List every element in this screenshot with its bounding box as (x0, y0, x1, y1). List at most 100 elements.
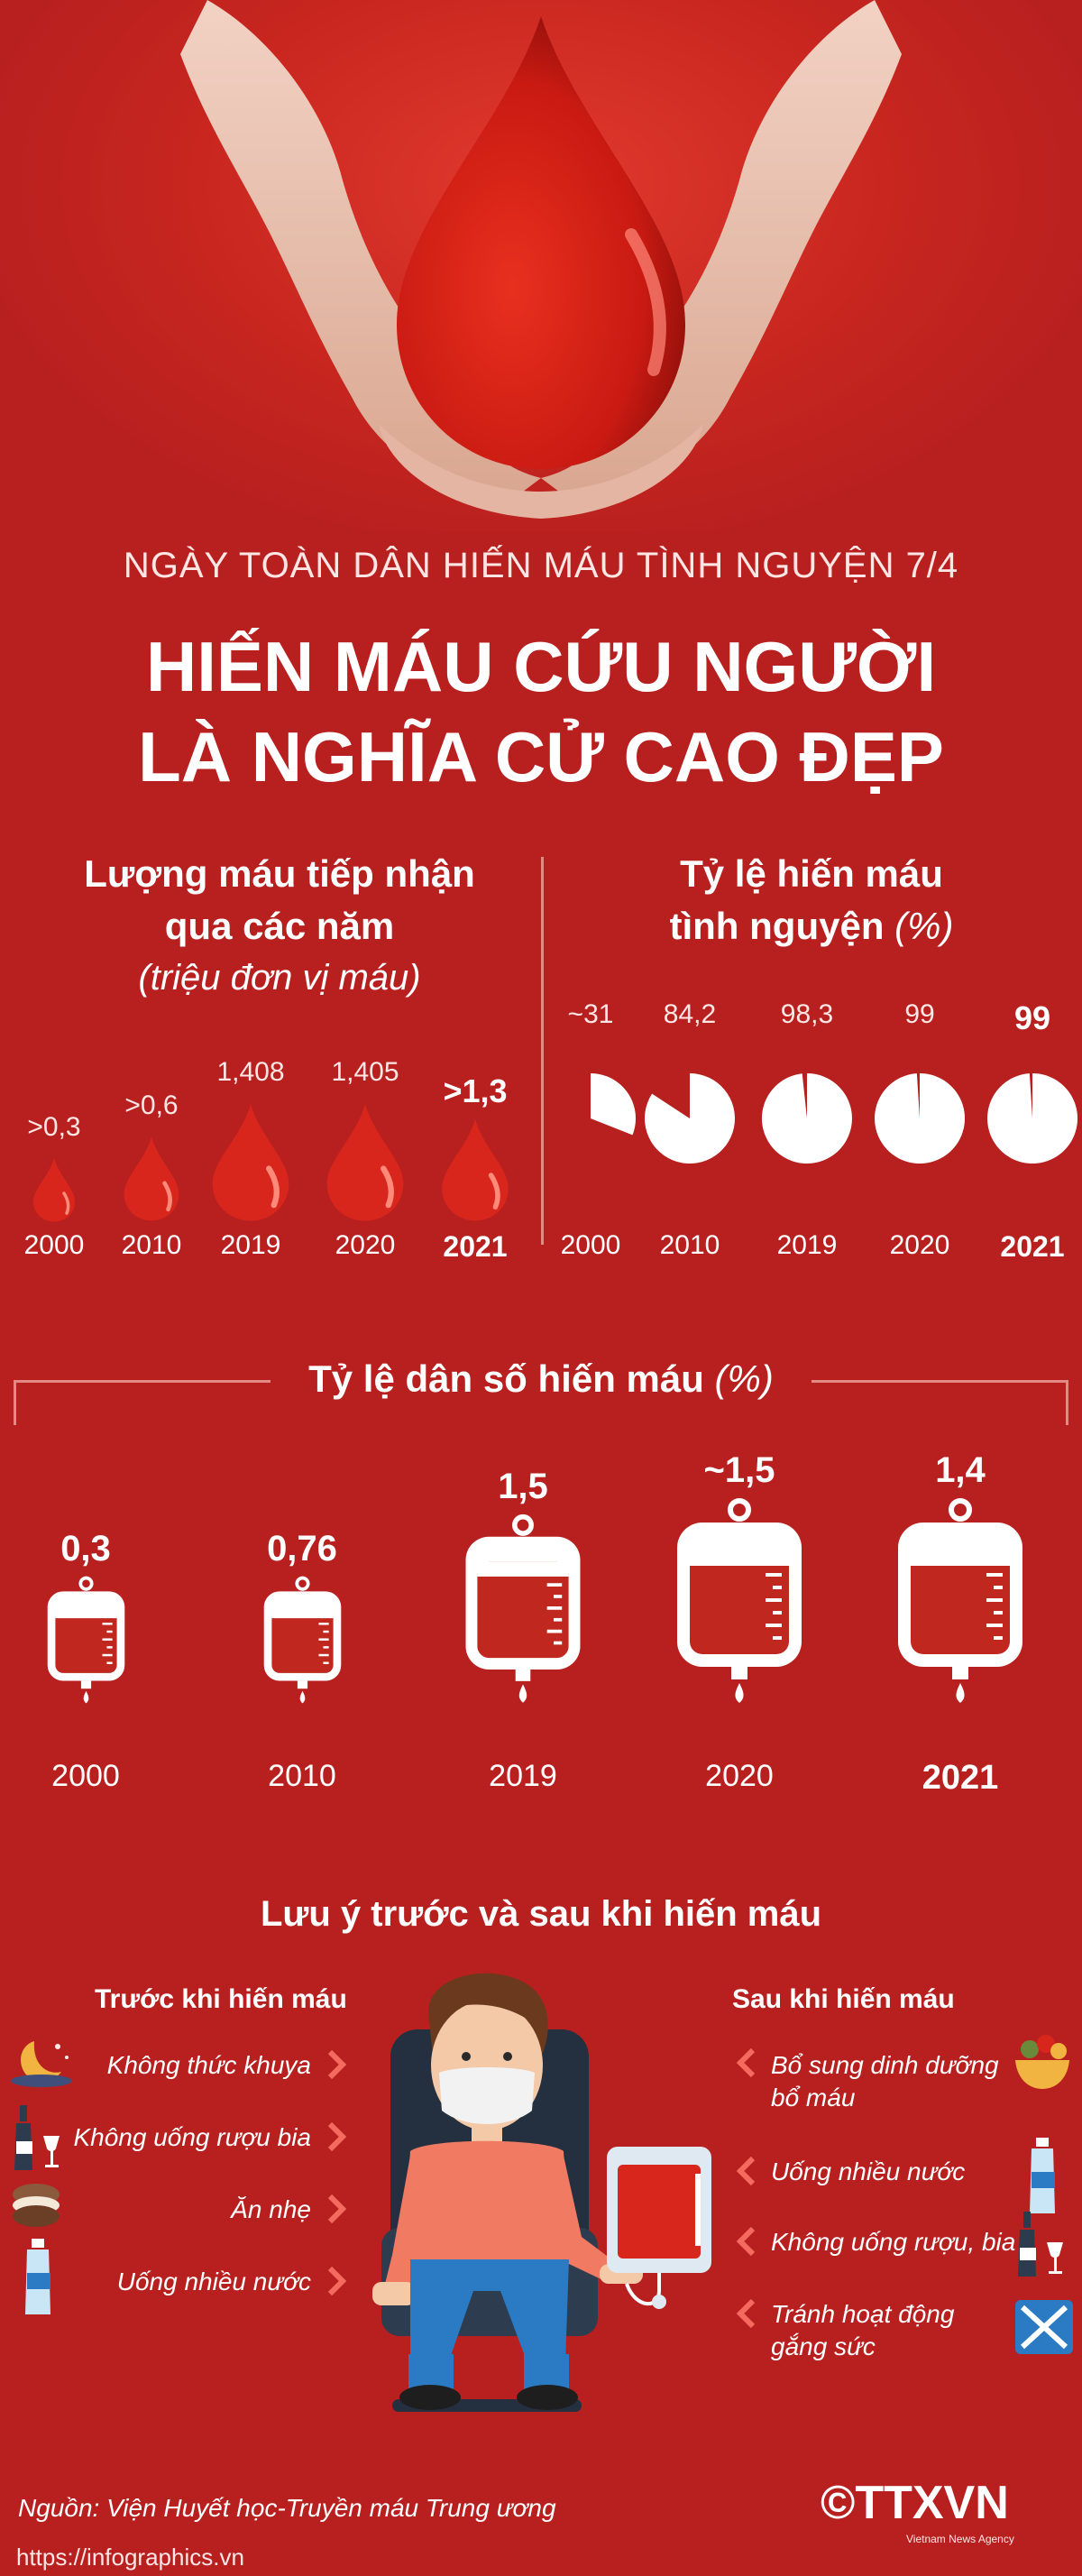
before-tip-3: Ăn nhẹ (231, 2195, 311, 2223)
voluntary-rate-year: 2020 (889, 1230, 950, 1260)
blood-drop-icon (212, 1103, 289, 1221)
blood-drop-icon (33, 1157, 75, 1221)
voluntary-rate-year: 2021 (1000, 1230, 1065, 1263)
population-rate-value: 1,5 (498, 1467, 548, 1507)
blood-volume-value: 1,408 (216, 1056, 285, 1087)
blood-volume-value: 1,405 (331, 1056, 399, 1087)
voluntary-rate-value: 98,3 (780, 999, 834, 1029)
blood-volume-title-line-2: qua các năm (164, 905, 395, 947)
blood-drop-icon (397, 16, 685, 469)
blood-drop-icon (442, 1118, 509, 1221)
main-title-line-1: HIẾN MÁU CỨU NGƯỜI (145, 627, 937, 706)
before-donation-heading: Trước khi hiến máu (95, 1984, 347, 2014)
blood-bag-icon (898, 1498, 1022, 1703)
voluntary-rate-heading: Tỷ lệ hiến máu tình nguyện (%) (559, 848, 1064, 952)
population-rate-value: 0,76 (267, 1529, 337, 1569)
blood-volume-year: 2019 (220, 1230, 281, 1260)
voluntary-rate-pie (875, 1073, 966, 1164)
logo-text: ©TTXVN (821, 2477, 1009, 2529)
after-tip-4-line-2: gắng sức (771, 2332, 876, 2360)
voluntary-rate-title-line-2: tình nguyện (%) (559, 900, 1064, 952)
voluntary-rate-value: 99 (904, 999, 935, 1029)
notes-title: Lưu ý trước và sau khi hiến máu (260, 1894, 822, 1934)
voluntary-rate-pie (761, 1073, 852, 1164)
light-food-icon (13, 2184, 60, 2227)
wine-bottle-icon (14, 2105, 60, 2170)
nutrition-bowl-icon (1015, 2035, 1069, 2089)
moon-night-icon (11, 2041, 72, 2087)
blood-volume-value: >1,3 (443, 1072, 508, 1109)
hands-holding-blood-drop-illustration (180, 0, 902, 519)
chevron-left-icon (736, 2047, 756, 2078)
voluntary-rate-year: 2019 (776, 1230, 838, 1260)
hero-image (0, 0, 1082, 532)
blood-volume-year: 2020 (335, 1230, 396, 1260)
section-divider (541, 857, 544, 1245)
chevron-left-icon (736, 2156, 756, 2186)
left-hand (180, 0, 541, 505)
voluntary-rate-year: 2010 (659, 1230, 720, 1260)
after-donation-heading: Sau khi hiến máu (732, 1984, 955, 2014)
donor-in-chair-illustration (372, 1973, 711, 2412)
blood-volume-year: 2021 (443, 1230, 508, 1263)
population-rate-year: 2000 (51, 1759, 120, 1793)
voluntary-rate-value: 99 (1013, 999, 1051, 1036)
after-tip-4: Tránh hoạt động gắng sức (771, 2298, 954, 2363)
blood-volume-value: >0,3 (27, 1111, 81, 1142)
population-rate-value: 0,3 (60, 1529, 111, 1569)
blood-volume-year: 2000 (23, 1230, 85, 1260)
chevron-left-icon (736, 2226, 756, 2257)
after-tip-1-line-1: Bổ sung dinh dưỡng (771, 2051, 999, 2079)
before-tip-4: Uống nhiều nước (116, 2268, 311, 2295)
chevron-right-icon (327, 2121, 347, 2152)
population-rate-value: 1,4 (935, 1450, 986, 1490)
after-tip-2: Uống nhiều nước (771, 2157, 966, 2185)
cupped-fingers (379, 424, 703, 519)
blood-bag-icon (677, 1498, 802, 1703)
no-exercise-icon (1015, 2300, 1073, 2354)
after-tip-1: Bổ sung dinh dưỡng bổ máu (771, 2049, 999, 2114)
logo-subtitle: Vietnam News Agency (906, 2533, 1014, 2545)
blood-volume-value: >0,6 (124, 1090, 179, 1121)
ttxvn-logo: ©TTXVN (821, 2476, 1009, 2530)
population-rate-title: Tỷ lệ dân số hiến máu (308, 1357, 704, 1400)
before-tip-2: Không uống rượu bia (73, 2123, 311, 2151)
population-rate-year: 2010 (268, 1759, 336, 1793)
water-bottle-icon (25, 2239, 50, 2314)
before-tip-1: Không thức khuya (106, 2051, 311, 2079)
voluntary-rate-value: 84,2 (663, 999, 717, 1029)
voluntary-rate-pie (987, 1073, 1078, 1164)
website-link[interactable]: https://infographics.vn (16, 2544, 244, 2571)
blood-bag-icon (465, 1514, 581, 1704)
population-rate-unit: (%) (714, 1357, 774, 1400)
blood-bag-icon (263, 1577, 341, 1704)
population-rate-value: ~1,5 (703, 1450, 775, 1490)
population-rate-year: 2021 (922, 1759, 999, 1797)
blood-volume-unit: (triệu đơn vị máu) (138, 958, 421, 998)
after-tip-3: Không uống rượu, bia (771, 2228, 1016, 2256)
subtitle: NGÀY TOÀN DÂN HIẾN MÁU TÌNH NGUYỆN 7/4 (123, 546, 959, 585)
right-hand (541, 0, 902, 505)
chevron-right-icon (327, 2194, 347, 2224)
voluntary-rate-value: ~31 (567, 999, 614, 1029)
population-rate-heading: Tỷ lệ dân số hiến máu (%) (270, 1353, 812, 1405)
chevron-right-icon (327, 2266, 347, 2296)
blood-volume-title-line-1: Lượng máu tiếp nhận (84, 852, 475, 895)
after-tip-4-line-1: Tránh hoạt động (771, 2300, 955, 2328)
main-title-line-2: LÀ NGHĨA CỬ CAO ĐẸP (138, 717, 944, 796)
voluntary-rate-pie (591, 1073, 637, 1136)
population-rate-year: 2020 (705, 1759, 774, 1793)
after-tip-1-line-2: bổ máu (771, 2084, 856, 2111)
voluntary-rate-title-text: tình nguyện (669, 905, 885, 947)
source-note: Nguồn: Viện Huyết học-Truyền máu Trung ư… (18, 2494, 556, 2522)
blood-drop-icon (326, 1103, 404, 1221)
blood-volume-heading: Lượng máu tiếp nhận qua các năm (36, 848, 523, 952)
chevron-left-icon (736, 2298, 756, 2329)
blood-volume-year: 2010 (121, 1230, 182, 1260)
wine-bottle-icon (1018, 2212, 1063, 2277)
voluntary-rate-unit: (%) (894, 905, 954, 947)
chevron-right-icon (327, 2049, 347, 2080)
water-bottle-icon (1030, 2138, 1055, 2213)
blood-drop-icon (124, 1136, 179, 1221)
